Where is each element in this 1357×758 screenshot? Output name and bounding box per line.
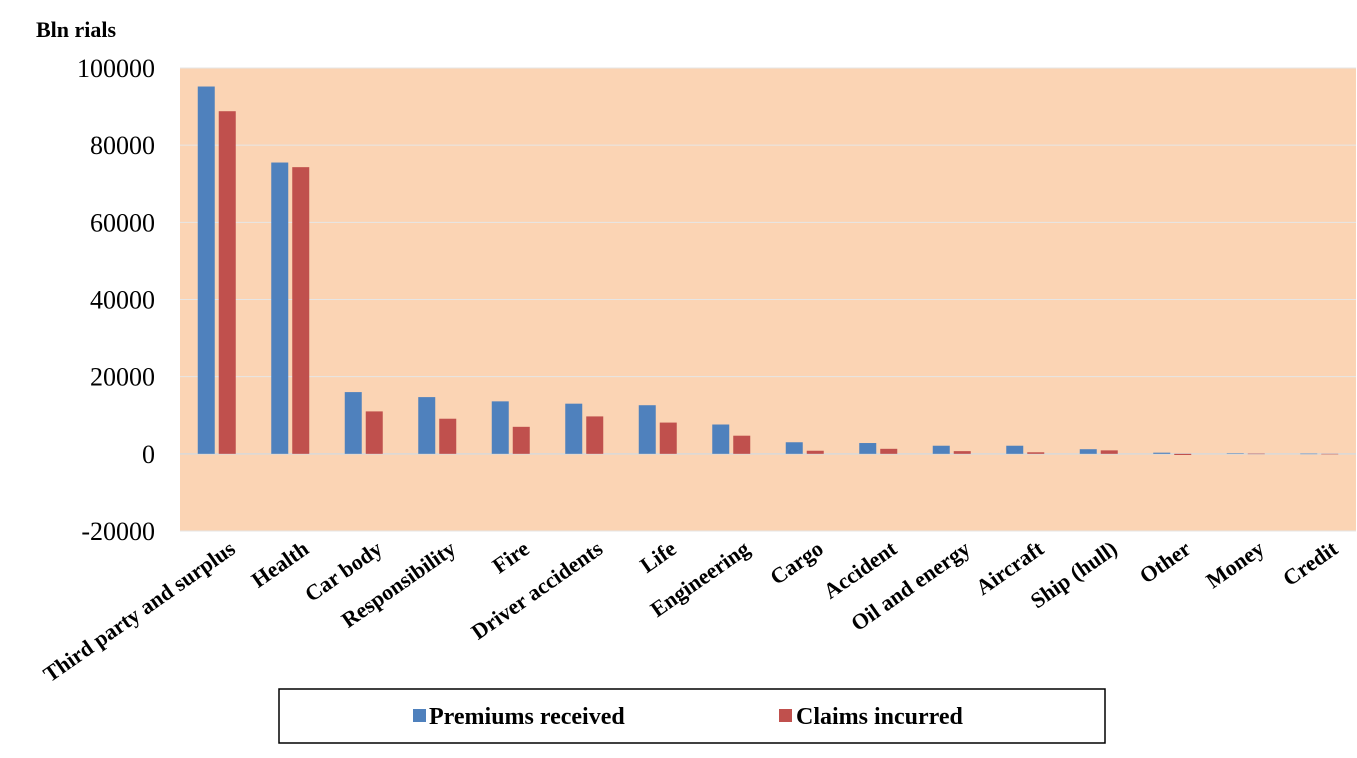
bar-claims-1 xyxy=(292,167,310,454)
x-tick-label: Driver accidents xyxy=(466,535,607,644)
bar-claims-7 xyxy=(733,435,751,454)
bar-claims-5 xyxy=(586,416,604,454)
x-tick-label: Fire xyxy=(488,535,534,578)
bar-premiums-3 xyxy=(418,397,436,454)
legend: Premiums received Claims incurred xyxy=(278,688,1106,744)
bar-claims-14 xyxy=(1247,453,1265,455)
legend-swatch-premiums xyxy=(413,709,426,722)
bar-premiums-0 xyxy=(197,86,215,454)
bar-premiums-1 xyxy=(271,162,289,454)
bar-premiums-14 xyxy=(1226,453,1244,454)
bar-premiums-9 xyxy=(859,443,877,454)
bar-claims-8 xyxy=(806,450,824,454)
bars xyxy=(197,86,1339,455)
bar-premiums-5 xyxy=(565,403,583,454)
y-tick-label: 0 xyxy=(142,440,155,469)
bar-premiums-15 xyxy=(1300,453,1318,455)
bar-claims-6 xyxy=(659,422,677,454)
y-tick-label: 20000 xyxy=(90,363,155,392)
y-tick-label: 40000 xyxy=(90,286,155,315)
bar-claims-10 xyxy=(953,451,971,454)
x-tick-label: Credit xyxy=(1278,535,1343,591)
bar-premiums-4 xyxy=(491,401,509,454)
y-tick-label: 60000 xyxy=(90,208,155,237)
y-tick-label: -20000 xyxy=(81,517,155,546)
bar-claims-15 xyxy=(1321,453,1339,455)
gridlines xyxy=(180,67,1356,532)
bar-premiums-7 xyxy=(712,424,730,454)
x-tick-label: Money xyxy=(1201,536,1268,594)
legend-box xyxy=(278,688,1106,744)
bar-claims-12 xyxy=(1100,450,1118,454)
y-tick-label: 100000 xyxy=(77,54,155,83)
bar-claims-3 xyxy=(439,418,457,454)
x-tick-label: Third party and surplus xyxy=(38,535,239,687)
legend-label-premiums: Premiums received xyxy=(429,704,625,730)
bar-claims-11 xyxy=(1027,452,1045,454)
legend-label-claims: Claims incurred xyxy=(796,704,964,730)
bar-premiums-11 xyxy=(1006,445,1024,454)
y-axis-label: Bln rials xyxy=(36,17,117,42)
x-tick-label: Life xyxy=(635,535,681,577)
bar-claims-0 xyxy=(218,111,236,454)
x-tick-label: Cargo xyxy=(765,536,827,590)
y-axis-ticks: -20000 0 20000 40000 60000 80000 100000 xyxy=(77,54,155,546)
bar-claims-9 xyxy=(880,448,898,454)
bar-premiums-6 xyxy=(638,405,656,454)
bar-premiums-12 xyxy=(1079,449,1097,454)
bar-premiums-8 xyxy=(785,442,803,454)
bar-premiums-2 xyxy=(344,392,362,454)
bar-premiums-13 xyxy=(1153,452,1171,454)
x-tick-label: Other xyxy=(1135,535,1196,588)
bar-premiums-10 xyxy=(932,445,950,454)
bar-claims-13 xyxy=(1174,453,1192,455)
legend-swatch-claims xyxy=(779,709,792,722)
bar-claims-2 xyxy=(365,411,383,454)
y-tick-label: 80000 xyxy=(90,131,155,160)
bar-claims-4 xyxy=(512,426,530,454)
